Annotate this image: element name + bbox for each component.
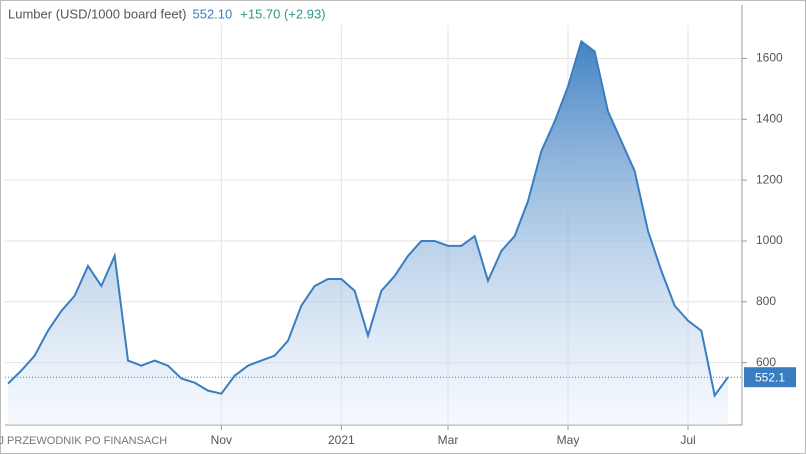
y-tick-label: 1600 <box>756 51 783 65</box>
last-value-label: 552.1 <box>755 370 785 384</box>
last-value-tag <box>744 367 796 388</box>
x-tick-label: Jul <box>680 433 695 447</box>
y-tick-label: 1400 <box>756 111 783 125</box>
y-tick-label: 1000 <box>756 233 783 247</box>
area-fill <box>8 41 728 426</box>
y-tick-label: 800 <box>756 294 776 308</box>
price: 552.10 <box>192 6 232 21</box>
price-line <box>7 39 729 398</box>
x-tick-label: May <box>557 433 580 447</box>
x-tick-label: Mar <box>438 433 459 447</box>
watermark: TWÓJ PRZEWODNIK PO FINANSACH <box>0 434 167 447</box>
y-tick-label: 1200 <box>756 172 783 186</box>
x-tick-label: Nov <box>211 433 232 447</box>
x-tick-label: 2021 <box>328 433 355 447</box>
price-change: +15.70 (+2.93) <box>240 6 325 21</box>
y-tick-label: 600 <box>756 355 776 369</box>
chart-title: Lumber (USD/1000 board feet) <box>8 6 186 21</box>
